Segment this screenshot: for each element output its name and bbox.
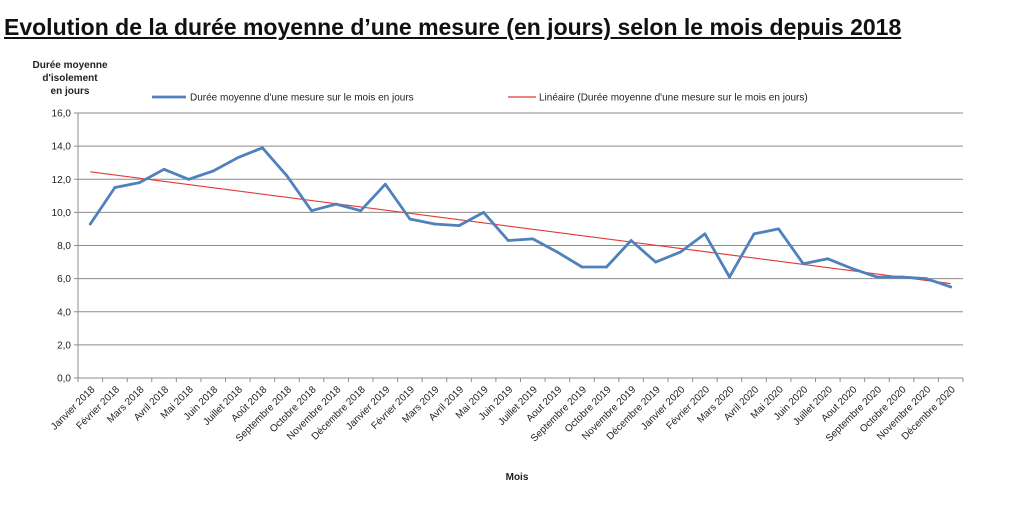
data-point — [924, 277, 928, 281]
data-point — [900, 275, 903, 279]
data-point — [826, 257, 830, 261]
data-point — [187, 177, 191, 181]
data-point — [752, 232, 756, 236]
data-point — [162, 167, 166, 171]
axes — [77, 113, 964, 382]
data-point — [88, 222, 92, 226]
legend-label-trend: Linéaire (Durée moyenne d'une mesure sur… — [539, 93, 808, 104]
data-point — [801, 262, 805, 266]
data-point — [605, 265, 608, 269]
data-point — [211, 169, 215, 173]
y-tick-label: 16,0 — [52, 109, 72, 120]
data-point — [310, 209, 313, 213]
data-point — [433, 222, 436, 226]
y-tick-label: 14,0 — [52, 142, 72, 153]
data-point — [850, 267, 854, 271]
data-point — [236, 156, 240, 160]
data-point — [678, 250, 682, 254]
data-point — [777, 227, 781, 231]
y-tick-label: 8,0 — [57, 241, 71, 252]
data-point — [482, 210, 486, 214]
data-point — [285, 174, 289, 178]
series-group — [88, 146, 953, 289]
page-title: Evolution de la durée moyenne d’une mesu… — [4, 14, 902, 40]
legend: Durée moyenne d'une mesure sur le mois e… — [152, 93, 808, 104]
y-tick-label: 6,0 — [57, 274, 71, 285]
series-trendline — [90, 171, 951, 285]
data-point — [555, 250, 559, 254]
data-point — [629, 239, 633, 242]
y-tick-label: 4,0 — [57, 307, 71, 318]
y-axis-title-line: en jours — [51, 86, 90, 97]
data-point — [408, 217, 412, 221]
y-tick-label: 12,0 — [52, 175, 72, 186]
y-tick-label: 10,0 — [52, 208, 72, 219]
grid-lines — [74, 112, 963, 379]
data-point — [383, 182, 387, 186]
data-point — [260, 146, 264, 150]
data-point — [506, 239, 510, 242]
data-point — [457, 224, 461, 228]
y-axis-title-line: d'isolement — [42, 73, 98, 84]
data-point — [654, 260, 658, 264]
data-point — [138, 181, 141, 184]
y-axis-title-line: Durée moyenne — [32, 60, 107, 71]
data-point — [334, 202, 338, 206]
x-axis-title: Mois — [506, 472, 529, 483]
data-point — [875, 275, 879, 279]
series-line-duree-moyenne — [88, 146, 953, 289]
data-point — [113, 186, 117, 189]
y-tick-label: 2,0 — [57, 340, 71, 351]
legend-label-main: Durée moyenne d'une mesure sur le mois e… — [190, 93, 414, 104]
data-point — [703, 232, 707, 236]
data-point — [359, 209, 363, 213]
data-point — [728, 275, 731, 279]
data-point — [580, 265, 584, 269]
y-tick-label: 0,0 — [57, 374, 71, 385]
y-tick-labels: 0,0 2,0 4,0 6,0 8,0 10,0 12,0 14,0 16,0 — [52, 109, 72, 385]
y-axis-title: Durée moyenne d'isolement en jours — [32, 60, 107, 97]
data-point — [531, 237, 535, 241]
data-point — [949, 285, 953, 289]
